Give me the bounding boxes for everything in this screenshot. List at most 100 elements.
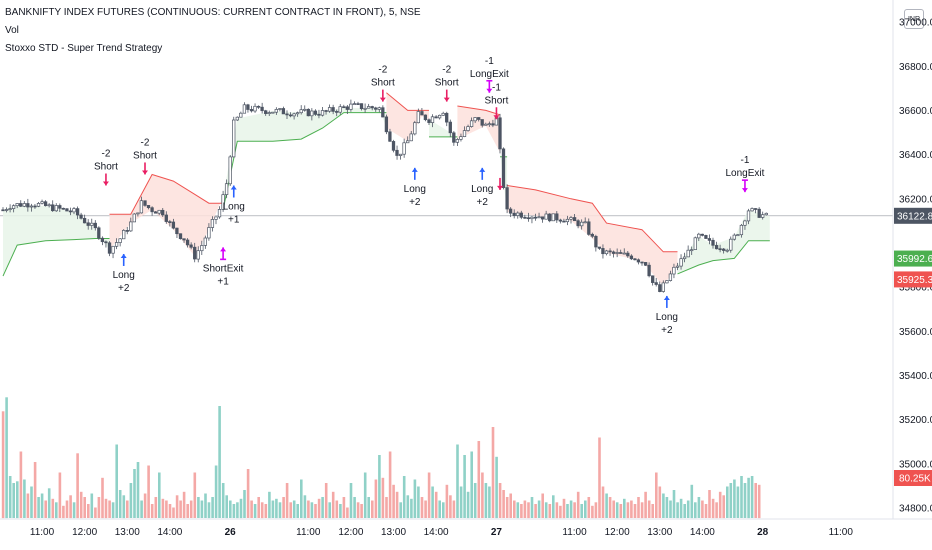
volume-bar [495,456,498,519]
volume-bar [417,486,420,518]
volume-bar [51,498,55,519]
volume-bar [193,472,197,518]
candle [256,105,261,109]
candle [562,218,566,223]
candle [555,211,559,223]
volume-bar [250,500,253,518]
candle-body [136,212,140,215]
signal-arrow-head [142,170,148,175]
signal-arrow-head [741,188,748,193]
volume-legend[interactable]: Vol [5,25,19,36]
candle-body [29,205,34,208]
candle [8,204,12,213]
candle-body [594,235,598,248]
candle-body [320,110,325,116]
candle-body [714,245,719,250]
candle [146,205,151,210]
candle [111,245,115,259]
candle-body [359,103,364,110]
candle [427,118,431,126]
candle [462,126,467,138]
candle [189,242,193,250]
signal-label: Short [371,78,395,89]
candle-body [317,113,321,116]
candle [168,219,172,227]
volume-bar [594,502,598,519]
volume-bar [236,502,239,519]
candle [416,108,420,124]
candle-body [72,208,76,213]
volume-bar [381,477,385,519]
strategy-legend[interactable]: Stoxxo STD - Super Trend Strategy [5,43,163,54]
candle [658,281,662,293]
volume-bar [434,491,438,519]
candle [58,203,62,212]
candle [352,101,357,105]
volume-bar [743,483,747,518]
candle-body [285,113,289,116]
candle-body [455,139,460,143]
volume-bar [438,500,441,518]
x-tick-label: 11:00 [829,527,854,538]
volume-bar [33,462,37,518]
candle-body [249,109,254,112]
candle-body [413,122,417,135]
volume-bar [246,469,250,518]
candle-body [93,222,97,229]
candle-body [68,210,73,213]
candle [537,212,541,219]
candle-body [445,112,449,123]
candle-body [611,251,616,254]
candle-body [193,246,197,260]
candle [285,110,289,120]
candle [171,218,176,230]
signal-arrow-head [493,115,500,120]
candle-body [608,250,612,253]
price-tag-bg [894,207,932,224]
candle-body [75,208,80,216]
candle-body [388,131,392,142]
candle [711,237,715,249]
volume-bar [619,504,623,518]
volume-bar [175,495,179,519]
volume-bars [1,397,761,519]
volume-bar [129,483,133,518]
candle-body [501,148,506,188]
volume-bar [314,504,317,518]
candle-body [533,216,538,219]
candle-body [569,217,573,220]
signal-label: +2 [477,197,489,208]
currency-badge[interactable]: INR [904,9,924,29]
volume-bar [647,500,651,518]
volume-bar [470,451,473,518]
candle [153,211,158,214]
volume-bar [615,502,619,519]
candle [345,105,349,115]
candle [97,226,101,240]
signal-arrow-head [102,181,109,186]
volume-bar [733,479,736,518]
candle-body [540,216,545,220]
candle-body [306,108,310,117]
candle [487,121,491,127]
signal-label: -1 [740,155,749,166]
signal-long: Long +2 [471,167,493,208]
signal-label: Short [484,95,508,106]
candle [757,207,761,219]
signal-short: -2 Short [435,65,459,102]
volume-bar [544,502,548,519]
y-tick-label: 34800.00 [899,503,932,514]
volume-bar [296,504,299,518]
candle [516,211,520,219]
candle-body [491,123,495,126]
candle-body [548,213,552,222]
volume-bar [26,493,30,518]
candle-body [729,238,733,251]
volume-bar [19,451,23,518]
candle-body [423,114,428,121]
candle [558,218,563,224]
candle-body [228,156,232,185]
volume-bar [527,502,530,519]
candle [310,108,314,121]
